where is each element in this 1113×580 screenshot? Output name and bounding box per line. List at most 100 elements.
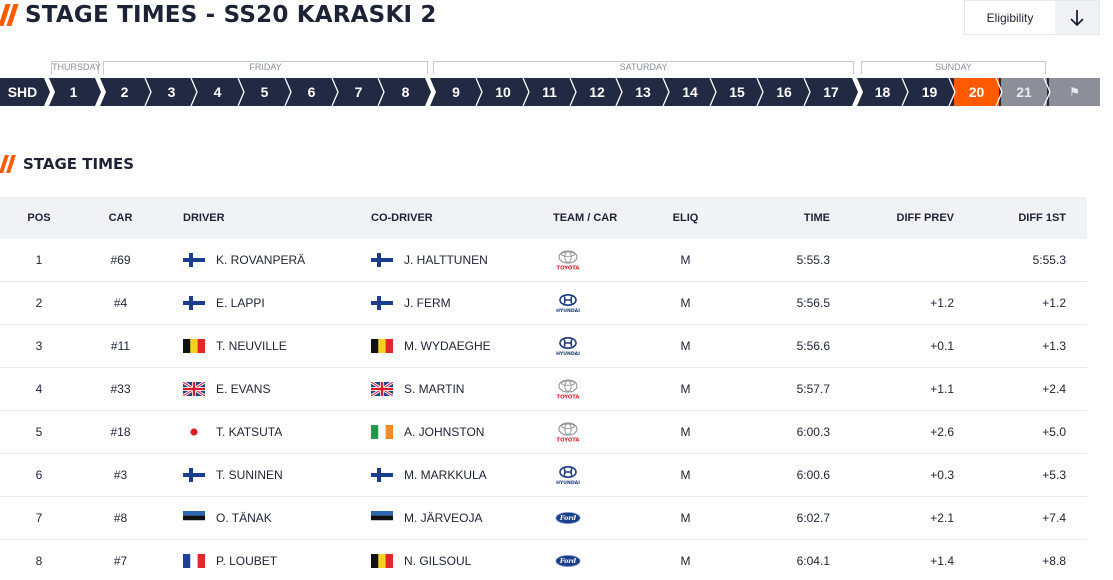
stage-button-20[interactable]: 20 [954, 78, 999, 106]
stage-button-16[interactable]: 16 [776, 84, 792, 100]
stage-button-3[interactable]: 3 [167, 84, 176, 100]
cell-eliq: M [680, 468, 691, 482]
table-row[interactable]: 6 #3 T. SUNINEN M. MARKKULA HYUNDAI M 6:… [0, 454, 1087, 497]
stage-button-14[interactable]: 14 [682, 84, 698, 100]
finland-flag-icon [371, 253, 393, 267]
cell-codriver[interactable]: M. JÄRVEOJA [352, 511, 534, 525]
toyota-logo-icon: TOYOTA [554, 249, 582, 271]
table-row[interactable]: 8 #7 P. LOUBET N. GILSOUL Ford M 6:04.1 … [0, 540, 1087, 580]
cell-eliq: M [680, 382, 691, 396]
codriver-name[interactable]: M. WYDAEGHE [404, 339, 491, 353]
cell-driver[interactable]: T. KATSUTA [163, 425, 352, 439]
stage-button-15[interactable]: 15 [729, 84, 745, 100]
stage-separator [377, 78, 385, 106]
cell-diff-prev: +0.1 [930, 339, 954, 353]
stage-button-shd[interactable]: SHD [7, 84, 38, 100]
stage-button-1[interactable]: 1 [69, 84, 78, 100]
cell-driver[interactable]: K. ROVANPERÄ [163, 253, 352, 267]
cell-codriver[interactable]: J. FERM [352, 296, 534, 310]
stage-button-6[interactable]: 6 [307, 84, 316, 100]
cell-codriver[interactable]: M. WYDAEGHE [352, 339, 534, 353]
codriver-name[interactable]: M. JÄRVEOJA [404, 511, 483, 525]
driver-name[interactable]: T. NEUVILLE [216, 339, 287, 353]
header-codriver[interactable]: CO-DRIVER [371, 212, 433, 224]
table-row[interactable]: 3 #11 T. NEUVILLE M. WYDAEGHE HYUNDAI M … [0, 325, 1087, 368]
header-team[interactable]: TEAM / CAR [553, 212, 618, 224]
codriver-name[interactable]: J. HALTTUNEN [404, 253, 488, 267]
table-row[interactable]: 4 #33 E. EVANS S. MARTIN TOYOTA M 5:57.7… [0, 368, 1087, 411]
section-header: STAGE TIMES [0, 155, 134, 173]
stage-button-9[interactable]: 9 [452, 84, 460, 100]
driver-name[interactable]: P. LOUBET [216, 554, 278, 568]
stage-button-7[interactable]: 7 [354, 84, 363, 100]
driver-name[interactable]: E. EVANS [216, 382, 271, 396]
hyundai-logo-icon: HYUNDAI [554, 464, 582, 486]
stage-button-18[interactable]: 18 [874, 84, 891, 100]
header-pos[interactable]: POS [27, 212, 51, 224]
codriver-name[interactable]: M. MARKKULA [404, 468, 487, 482]
cell-driver[interactable]: E. EVANS [163, 382, 352, 396]
cell-codriver[interactable]: M. MARKKULA [352, 468, 534, 482]
codriver-name[interactable]: A. JOHNSTON [404, 425, 485, 439]
driver-name[interactable]: E. LAPPI [216, 296, 265, 310]
svg-text:HYUNDAI: HYUNDAI [556, 308, 580, 314]
header-driver[interactable]: DRIVER [183, 212, 225, 224]
cell-team: TOYOTA [534, 249, 654, 271]
stage-button-21[interactable]: 21 [1001, 78, 1047, 106]
hyundai-logo-icon: HYUNDAI [554, 335, 582, 357]
stage-button-5[interactable]: 5 [260, 84, 269, 100]
driver-name[interactable]: K. ROVANPERÄ [216, 253, 306, 267]
stage-button-10[interactable]: 10 [495, 84, 511, 100]
cell-time: 6:00.6 [796, 468, 830, 482]
cell-codriver[interactable]: A. JOHNSTON [352, 425, 534, 439]
stage-button-11[interactable]: 11 [542, 84, 557, 100]
driver-name[interactable]: T. SUNINEN [216, 468, 283, 482]
codriver-name[interactable]: N. GILSOUL [404, 554, 472, 568]
header-diff-prev[interactable]: DIFF PREV [896, 212, 954, 224]
codriver-name[interactable]: S. MARTIN [404, 382, 465, 396]
stage-button-13[interactable]: 13 [635, 84, 651, 100]
cell-time: 6:04.1 [796, 554, 830, 568]
eligibility-controls: Eligibility [964, 0, 1100, 35]
table-row[interactable]: 1 #69 K. ROVANPERÄ J. HALTTUNEN TOYOTA M… [0, 239, 1087, 282]
cell-driver[interactable]: O. TÄNAK [163, 511, 352, 525]
cell-driver[interactable]: T. SUNINEN [163, 468, 352, 482]
header-eliq[interactable]: ELIQ [672, 212, 699, 224]
estonia-flag-icon [371, 511, 393, 525]
stage-separator [756, 78, 764, 106]
stage-button-17[interactable]: 17 [823, 84, 839, 100]
cell-driver[interactable]: T. NEUVILLE [163, 339, 352, 353]
eligibility-button[interactable]: Eligibility [965, 1, 1055, 34]
header-time[interactable]: TIME [803, 212, 830, 224]
stage-separator [144, 78, 152, 106]
finish-flag-icon[interactable]: ⚑ [1049, 78, 1100, 106]
uk-flag-icon [183, 382, 205, 396]
table-row[interactable]: 2 #4 E. LAPPI J. FERM HYUNDAI M 5:56.5 +… [0, 282, 1087, 325]
finland-flag-icon [371, 296, 393, 310]
header-car[interactable]: CAR [108, 212, 133, 224]
cell-eliq: M [680, 339, 691, 353]
cell-codriver[interactable]: J. HALTTUNEN [352, 253, 534, 267]
cell-codriver[interactable]: S. MARTIN [352, 382, 534, 396]
stage-button-12[interactable]: 12 [589, 84, 605, 100]
cell-codriver[interactable]: N. GILSOUL [352, 554, 534, 568]
ford-logo-icon: Ford [554, 550, 582, 572]
cell-driver[interactable]: E. LAPPI [163, 296, 352, 310]
stage-separator [615, 78, 623, 106]
cell-pos: 7 [35, 511, 43, 525]
stage-button-4[interactable]: 4 [213, 84, 222, 100]
driver-name[interactable]: O. TÄNAK [216, 511, 272, 525]
table-row[interactable]: 5 #18 T. KATSUTA A. JOHNSTON TOYOTA M 6:… [0, 411, 1087, 454]
download-arrow-icon[interactable] [1055, 1, 1099, 34]
stage-button-8[interactable]: 8 [401, 84, 410, 100]
stage-separator [662, 78, 670, 106]
stage-button-2[interactable]: 2 [120, 84, 129, 100]
day-label-thursday: THURSDAY [51, 61, 101, 74]
table-row[interactable]: 7 #8 O. TÄNAK M. JÄRVEOJA Ford M 6:02.7 … [0, 497, 1087, 540]
cell-team: TOYOTA [534, 421, 654, 443]
driver-name[interactable]: T. KATSUTA [216, 425, 283, 439]
header-diff-1st[interactable]: DIFF 1ST [1018, 212, 1066, 224]
cell-driver[interactable]: P. LOUBET [163, 554, 352, 568]
codriver-name[interactable]: J. FERM [404, 296, 451, 310]
stage-button-19[interactable]: 19 [921, 84, 938, 100]
